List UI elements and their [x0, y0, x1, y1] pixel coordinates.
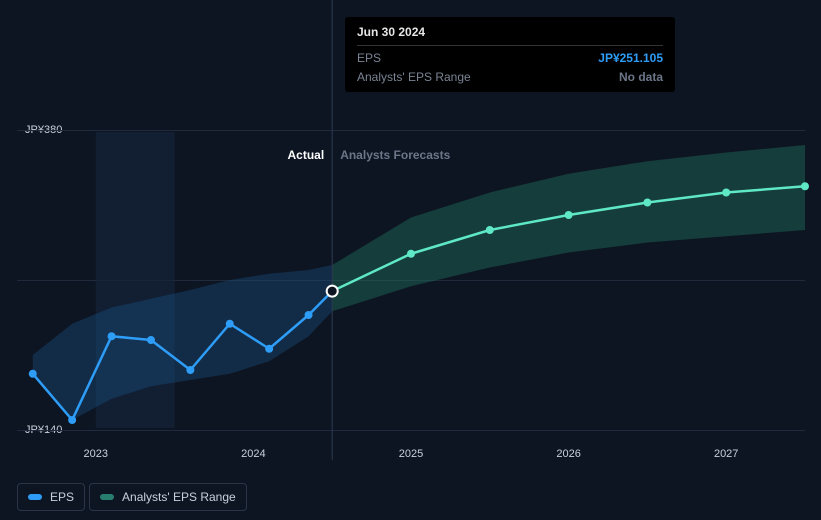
legend-swatch: [100, 494, 114, 500]
tooltip-value: JP¥251.105: [598, 51, 663, 65]
legend-item-range[interactable]: Analysts' EPS Range: [89, 483, 247, 511]
x-tick: 2027: [714, 448, 738, 460]
legend-item-eps[interactable]: EPS: [17, 483, 85, 511]
tooltip-label: EPS: [357, 51, 381, 65]
chart-legend: EPS Analysts' EPS Range: [17, 483, 247, 511]
x-tick: 2023: [84, 448, 108, 460]
legend-label: EPS: [50, 490, 74, 504]
legend-swatch: [28, 494, 42, 500]
tooltip-date: Jun 30 2024: [357, 25, 663, 46]
legend-label: Analysts' EPS Range: [122, 490, 236, 504]
x-tick: 2026: [556, 448, 580, 460]
tooltip-value: No data: [619, 70, 663, 84]
eps-chart: Jun 30 2024 EPS JP¥251.105 Analysts' EPS…: [0, 0, 821, 520]
x-tick: 2025: [399, 448, 423, 460]
tooltip-label: Analysts' EPS Range: [357, 70, 471, 84]
tooltip-row-range: Analysts' EPS Range No data: [357, 65, 663, 84]
chart-tooltip: Jun 30 2024 EPS JP¥251.105 Analysts' EPS…: [345, 17, 675, 92]
tooltip-row-eps: EPS JP¥251.105: [357, 46, 663, 65]
x-tick: 2024: [241, 448, 265, 460]
